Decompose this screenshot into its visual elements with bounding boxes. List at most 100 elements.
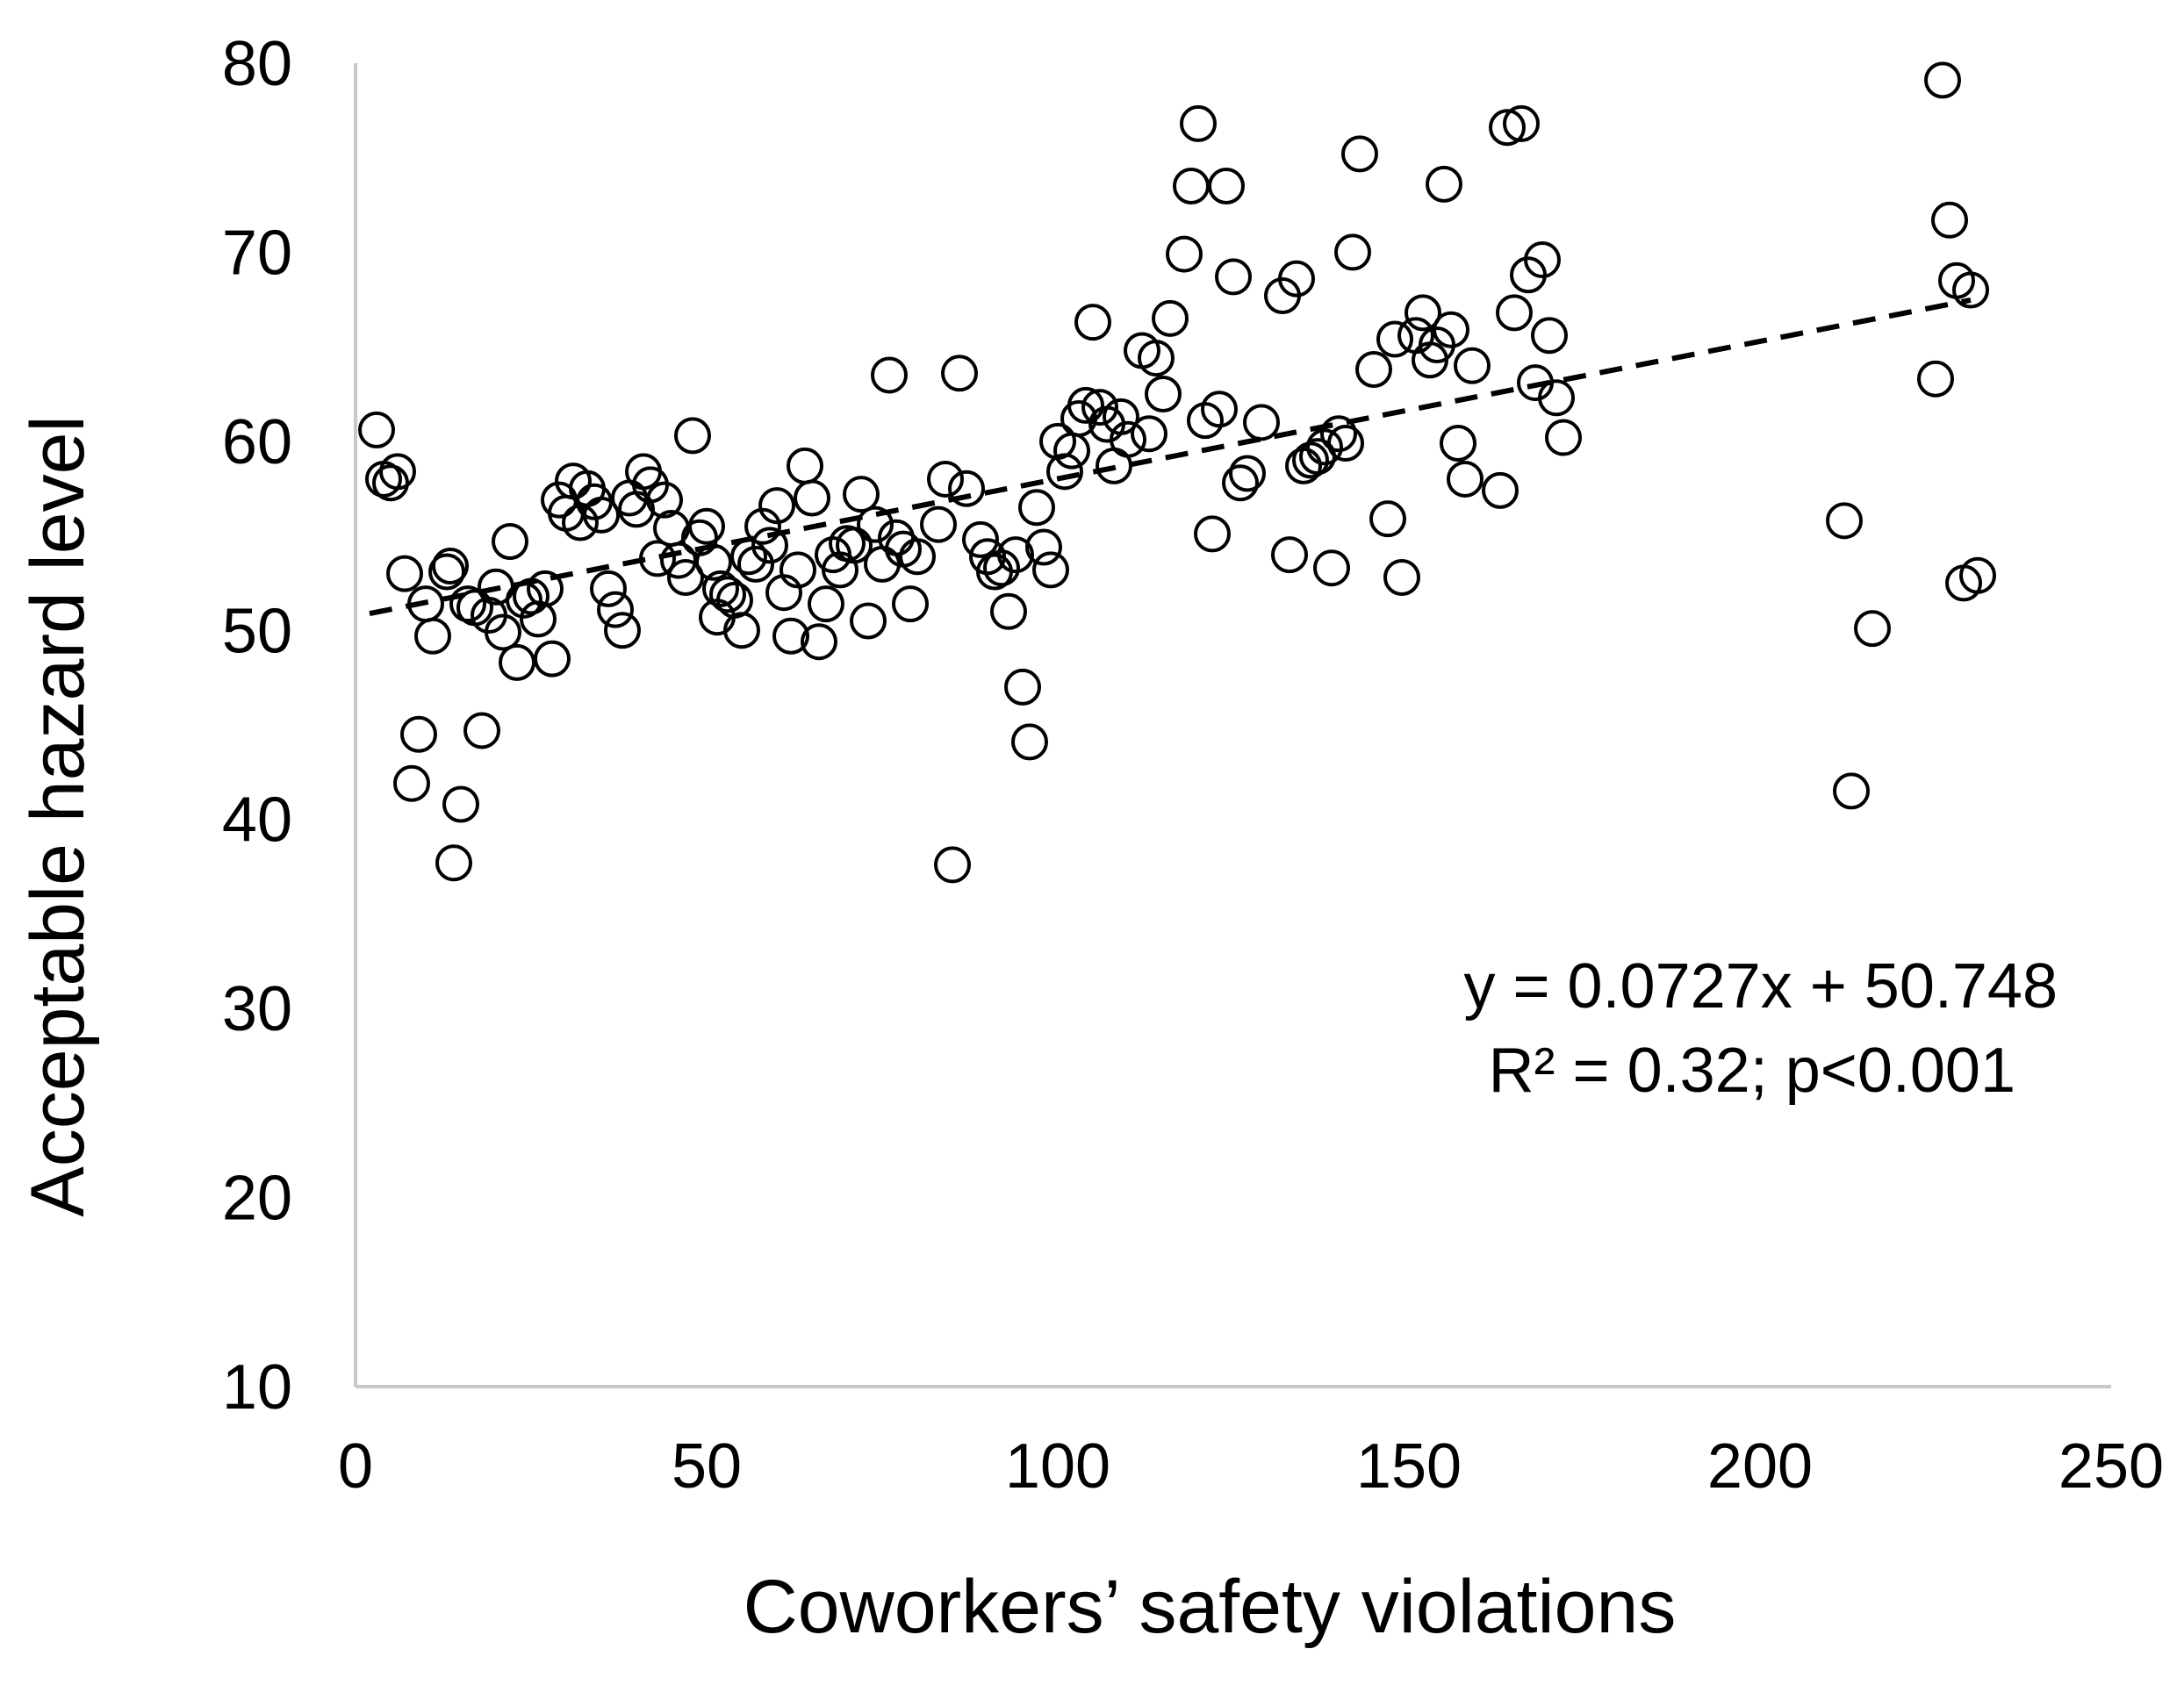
data-point <box>695 543 732 581</box>
data-point <box>358 411 395 448</box>
data-point <box>850 602 887 640</box>
x-axis-title: Coworkers’ safety violations <box>744 1565 1677 1649</box>
data-point <box>506 581 542 619</box>
data-point <box>1152 299 1189 337</box>
data-point <box>639 540 676 577</box>
data-point <box>794 479 830 517</box>
x-tick-label: 100 <box>1005 1431 1110 1502</box>
data-point <box>1531 317 1568 355</box>
data-point <box>1482 471 1519 509</box>
data-point <box>1405 294 1441 332</box>
data-point <box>527 570 564 607</box>
y-tick-label: 70 <box>222 218 292 288</box>
data-point <box>1278 260 1315 298</box>
y-tick-label: 50 <box>222 596 292 666</box>
data-point <box>1854 610 1891 648</box>
data-point <box>1355 350 1392 388</box>
data-point <box>934 846 971 884</box>
y-tick-label: 60 <box>222 407 292 477</box>
data-point <box>1131 415 1167 453</box>
x-tick-label: 50 <box>672 1431 742 1502</box>
y-tick-label: 40 <box>222 785 292 856</box>
data-point <box>751 527 788 564</box>
data-point <box>1440 425 1476 462</box>
data-point <box>1243 404 1280 441</box>
data-point <box>1433 311 1469 348</box>
data-point <box>1215 258 1252 296</box>
data-point <box>562 504 599 541</box>
data-point <box>1952 271 1989 309</box>
data-point <box>1454 347 1491 384</box>
data-point <box>1489 109 1526 147</box>
data-point <box>1110 420 1146 458</box>
data-point <box>1074 304 1111 341</box>
data-point <box>1320 415 1357 453</box>
data-point <box>1166 235 1203 273</box>
data-point <box>393 764 430 802</box>
data-point <box>1046 453 1083 491</box>
data-point <box>1103 398 1139 435</box>
data-point <box>534 640 571 678</box>
x-tick-label: 250 <box>2058 1431 2164 1502</box>
data-point <box>1931 201 1968 239</box>
data-point <box>520 600 557 638</box>
data-point <box>1180 104 1217 142</box>
data-point <box>583 496 620 534</box>
data-point <box>590 570 627 607</box>
data-point <box>1447 460 1484 498</box>
x-tick-label: 0 <box>338 1431 373 1502</box>
data-point <box>744 507 781 545</box>
data-point <box>892 585 929 623</box>
data-point <box>927 460 964 498</box>
data-point <box>787 447 823 484</box>
y-tick-label: 80 <box>222 29 292 99</box>
data-point <box>435 844 472 882</box>
data-point <box>1826 502 1863 540</box>
data-point <box>1369 500 1406 538</box>
data-point <box>407 585 444 623</box>
data-point <box>499 643 535 681</box>
data-point <box>962 520 999 558</box>
data-point <box>1081 389 1118 427</box>
data-point <box>1959 556 1996 594</box>
data-point <box>1833 772 1870 810</box>
data-point <box>485 613 521 651</box>
data-point <box>667 558 704 596</box>
data-point <box>1341 135 1378 173</box>
data-point <box>414 617 451 655</box>
data-point <box>801 623 837 661</box>
data-point <box>1018 489 1055 527</box>
data-point <box>871 356 908 394</box>
data-point <box>1545 419 1582 456</box>
data-point <box>449 585 486 623</box>
data-point <box>772 617 809 655</box>
data-point <box>758 487 795 525</box>
data-point <box>941 355 978 392</box>
data-point <box>1011 723 1048 761</box>
data-point <box>1053 432 1090 470</box>
data-point <box>920 506 957 543</box>
data-point <box>1524 241 1561 279</box>
data-point <box>878 519 915 556</box>
x-tick-label: 200 <box>1707 1431 1813 1502</box>
regression-stats: R² = 0.32; p<0.001 <box>1489 1036 2015 1106</box>
y-tick-label: 20 <box>222 1164 292 1234</box>
y-tick-label: 10 <box>222 1352 292 1423</box>
data-point <box>1426 165 1462 203</box>
data-point <box>1383 558 1420 596</box>
data-point <box>983 549 1020 587</box>
data-point <box>990 592 1027 630</box>
data-point <box>843 476 880 513</box>
data-point <box>779 551 816 589</box>
data-point <box>1208 168 1245 205</box>
data-point <box>1924 61 1961 99</box>
data-point <box>709 576 746 613</box>
data-point <box>716 581 753 619</box>
data-point <box>1145 376 1182 412</box>
y-axis-title: Acceptable hazard level <box>16 415 100 1216</box>
data-point <box>1313 549 1350 587</box>
data-point <box>400 715 437 753</box>
data-point <box>1496 294 1533 332</box>
